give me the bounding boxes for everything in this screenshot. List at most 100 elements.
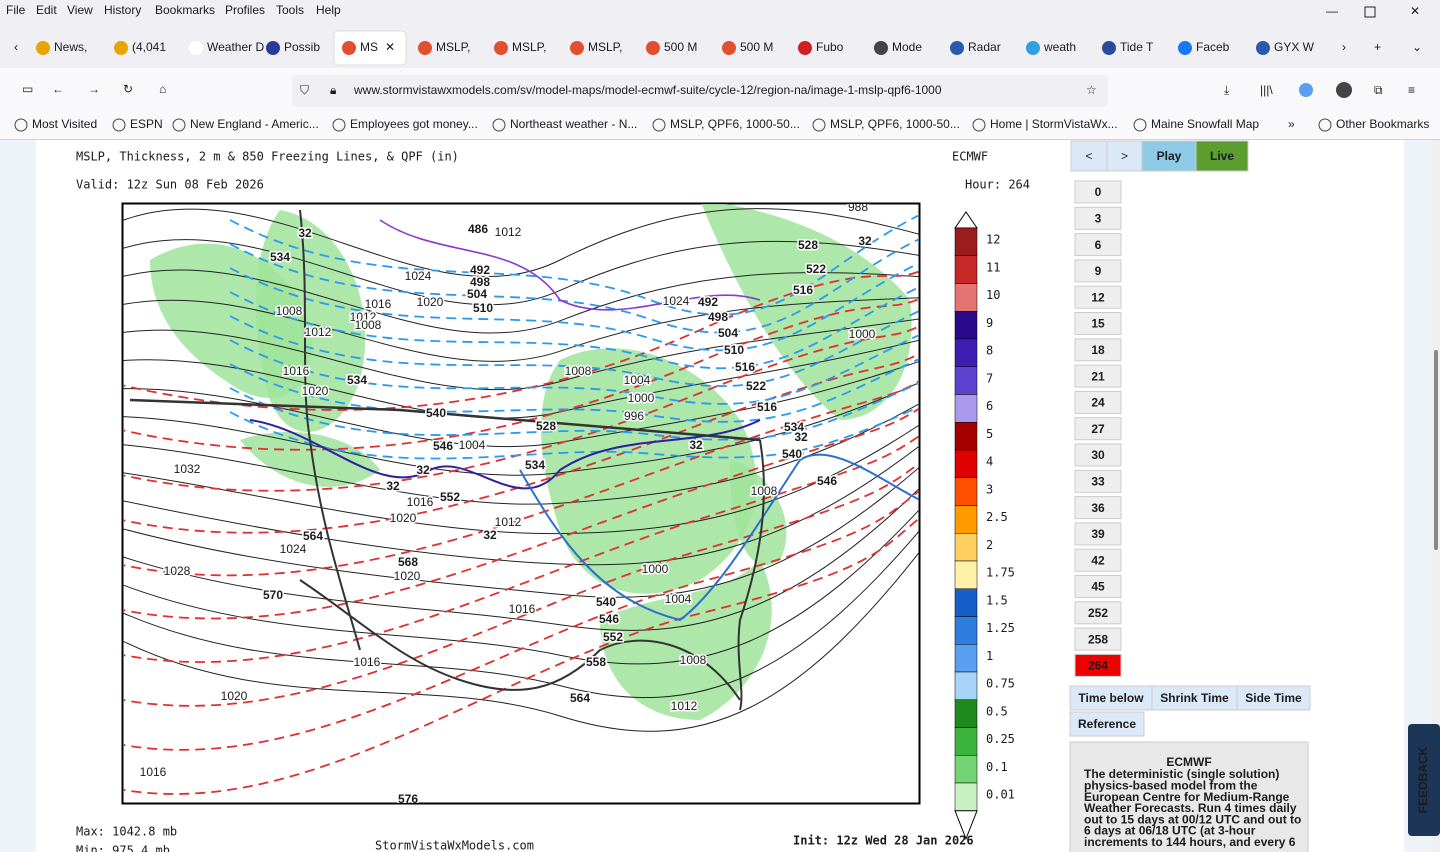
tab-title[interactable]: Possib bbox=[284, 40, 320, 54]
hour-btn-bg[interactable] bbox=[1074, 575, 1122, 598]
extensions-btn[interactable]: ⧉ bbox=[1374, 83, 1383, 97]
bookmark[interactable]: Other Bookmarks bbox=[1336, 117, 1429, 131]
reload-btn[interactable]: ↻ bbox=[123, 82, 133, 96]
downloads-btn[interactable]: ⤓ bbox=[1224, 83, 1230, 97]
hour-btn[interactable]: 27 bbox=[1091, 422, 1105, 436]
hour-btn-bg[interactable] bbox=[1074, 627, 1122, 651]
tab-title[interactable]: MSLP, bbox=[512, 40, 546, 54]
hour-btn[interactable]: 258 bbox=[1088, 632, 1108, 646]
bookmark[interactable]: MSLP, QPF6, 1000-50... bbox=[830, 117, 960, 131]
hour-btn[interactable]: 6 bbox=[1095, 238, 1102, 252]
url-text[interactable]: www.stormvistawxmodels.com/sv/model-maps… bbox=[353, 83, 942, 97]
tab-title[interactable]: Tide T bbox=[1120, 40, 1154, 54]
forward-btn[interactable]: → bbox=[88, 82, 100, 96]
hour-btn-bg[interactable] bbox=[1074, 233, 1122, 257]
tab-title[interactable]: Faceb bbox=[1196, 40, 1230, 54]
prev-btn[interactable]: < bbox=[1085, 149, 1092, 163]
option-btn[interactable]: Shrink Time bbox=[1160, 691, 1229, 705]
feedback[interactable]: FEEDBACK bbox=[1416, 746, 1430, 813]
tab-title[interactable]: Weather D bbox=[207, 40, 264, 54]
tab-title[interactable]: Radar bbox=[968, 40, 1001, 54]
hour-btn[interactable]: 36 bbox=[1091, 501, 1105, 515]
profile-icon[interactable] bbox=[1336, 82, 1352, 98]
feedback-tab[interactable] bbox=[1408, 724, 1440, 836]
menu-item[interactable]: Help bbox=[316, 3, 341, 17]
bookmark[interactable]: Northeast weather - N... bbox=[510, 117, 637, 131]
hour-btn-bg[interactable] bbox=[1074, 653, 1122, 677]
tab-title[interactable]: MSLP, bbox=[436, 40, 470, 54]
bookmark[interactable]: Most Visited bbox=[32, 117, 97, 131]
hour-btn[interactable]: 24 bbox=[1091, 396, 1105, 410]
option-btn-bg[interactable] bbox=[1069, 711, 1145, 737]
hour-btn[interactable]: 21 bbox=[1091, 369, 1105, 383]
hour-btn-bg[interactable] bbox=[1074, 443, 1122, 467]
play-btn[interactable]: Play bbox=[1157, 149, 1182, 163]
bookmark[interactable]: ESPN bbox=[130, 117, 163, 131]
new-tab[interactable]: + bbox=[1374, 40, 1381, 54]
tab-title[interactable]: 500 M bbox=[740, 40, 773, 54]
menu-item[interactable]: File bbox=[6, 3, 26, 17]
minimize[interactable]: — bbox=[1326, 4, 1338, 18]
hour-btn-bg[interactable] bbox=[1074, 180, 1122, 204]
hour-btn-bg[interactable] bbox=[1074, 312, 1122, 335]
option-btn[interactable]: Side Time bbox=[1245, 691, 1302, 705]
url-field[interactable] bbox=[292, 75, 1108, 107]
play-btn-bg[interactable] bbox=[1141, 140, 1197, 172]
hour-btn[interactable]: 18 bbox=[1091, 343, 1105, 357]
hour-btn-bg[interactable] bbox=[1074, 522, 1122, 546]
hour-btn-bg[interactable] bbox=[1074, 601, 1122, 625]
tab-scroll-right[interactable]: › bbox=[1342, 40, 1346, 54]
hour-btn[interactable]: 15 bbox=[1091, 317, 1105, 331]
bookmark[interactable]: MSLP, QPF6, 1000-50... bbox=[670, 117, 800, 131]
hour-btn[interactable]: 0 bbox=[1095, 185, 1102, 199]
tab-list[interactable]: ⌄ bbox=[1412, 40, 1422, 54]
tab-title[interactable]: (4,041 bbox=[132, 40, 166, 54]
bookmark[interactable]: Employees got money... bbox=[350, 117, 478, 131]
option-btn[interactable]: Reference bbox=[1078, 717, 1136, 731]
hour-btn[interactable]: 12 bbox=[1091, 290, 1105, 304]
library-btn[interactable]: |||\ bbox=[1260, 83, 1273, 97]
tab-title[interactable]: MSLP, bbox=[588, 40, 622, 54]
hour-btn-bg[interactable] bbox=[1074, 285, 1122, 309]
hour-btn[interactable]: 42 bbox=[1091, 553, 1105, 567]
hour-btn[interactable]: 264 bbox=[1088, 659, 1108, 673]
sync-icon[interactable] bbox=[1299, 83, 1313, 97]
menu-item[interactable]: Profiles bbox=[225, 3, 265, 17]
hour-btn[interactable]: 30 bbox=[1091, 448, 1105, 462]
bookmark-overflow[interactable]: » bbox=[1288, 117, 1295, 131]
hour-btn-bg[interactable] bbox=[1074, 338, 1122, 362]
live-btn[interactable]: Live bbox=[1210, 149, 1234, 163]
bookmark-star[interactable]: ☆ bbox=[1086, 83, 1097, 97]
home-btn[interactable]: ⌂ bbox=[159, 82, 166, 96]
option-btn-bg[interactable] bbox=[1069, 685, 1153, 711]
hour-btn[interactable]: 3 bbox=[1095, 211, 1102, 225]
tab-title[interactable]: Mode bbox=[892, 40, 922, 54]
hour-btn[interactable]: 9 bbox=[1095, 264, 1102, 278]
active-tab[interactable] bbox=[333, 30, 407, 66]
tab-title[interactable]: 500 M bbox=[664, 40, 697, 54]
bookmark[interactable]: Home | StormVistaWx... bbox=[990, 117, 1118, 131]
back-btn[interactable]: ← bbox=[52, 82, 64, 96]
sidebar-btn[interactable]: ▭ bbox=[22, 82, 33, 96]
hour-btn[interactable]: 39 bbox=[1091, 527, 1105, 541]
bookmark[interactable]: New England - Americ... bbox=[190, 117, 319, 131]
live-btn-bg[interactable] bbox=[1195, 140, 1249, 172]
menu-btn[interactable]: ≡ bbox=[1408, 83, 1415, 97]
menu-item[interactable]: View bbox=[67, 3, 93, 17]
option-btn[interactable]: Time below bbox=[1078, 691, 1144, 705]
hour-btn[interactable]: 33 bbox=[1091, 474, 1105, 488]
tab-scroll-left[interactable]: ‹ bbox=[14, 40, 18, 54]
hour-btn[interactable]: 45 bbox=[1091, 580, 1105, 594]
menu-item[interactable]: Edit bbox=[36, 3, 57, 17]
tab-title[interactable]: MS bbox=[360, 40, 378, 54]
menu-item[interactable]: Bookmarks bbox=[155, 3, 215, 17]
hour-btn-bg[interactable] bbox=[1074, 469, 1122, 493]
next-btn[interactable]: > bbox=[1121, 149, 1128, 163]
tab-title[interactable]: Fubo bbox=[816, 40, 844, 54]
hour-btn-bg[interactable] bbox=[1074, 206, 1122, 230]
prev-btn-bg[interactable] bbox=[1070, 140, 1108, 172]
tab-title[interactable]: News, bbox=[54, 40, 87, 54]
close[interactable]: ✕ bbox=[1410, 4, 1420, 18]
option-btn-bg[interactable] bbox=[1236, 685, 1311, 711]
hour-btn-bg[interactable] bbox=[1074, 390, 1122, 414]
